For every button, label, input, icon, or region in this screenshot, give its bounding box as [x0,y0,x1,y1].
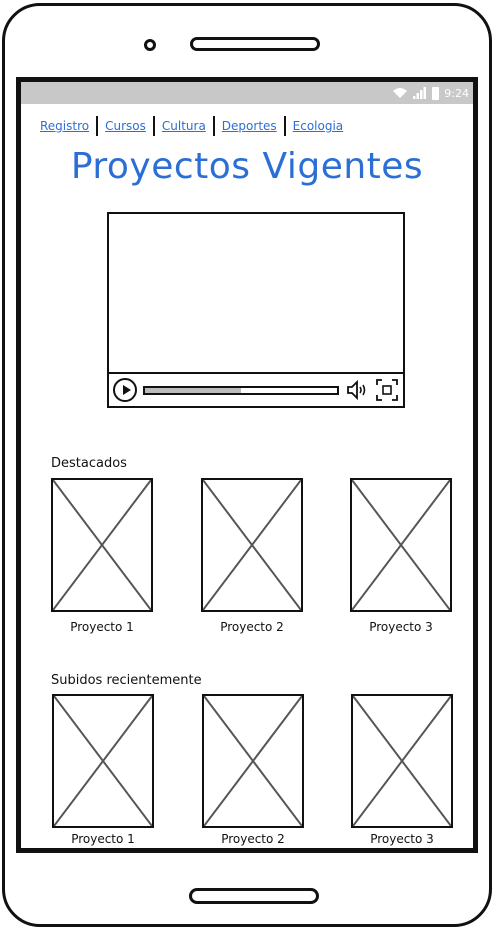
image-placeholder-icon [53,480,151,610]
video-player[interactable] [107,212,405,408]
fullscreen-icon[interactable] [375,378,399,402]
image-placeholder-icon [203,480,301,610]
nav-divider [212,116,215,136]
nav-link-cultura[interactable]: Cultura [161,119,206,133]
nav-divider [283,116,286,136]
project-caption: Proyecto 1 [71,832,135,846]
project-thumbnail[interactable] [202,694,304,828]
image-placeholder-icon [54,696,152,826]
project-thumbnail[interactable] [52,694,154,828]
project-caption: Proyecto 2 [220,620,284,634]
project-caption: Proyecto 2 [221,832,285,846]
video-controls [109,372,403,406]
project-thumbnail[interactable] [351,694,453,828]
image-placeholder-icon [352,480,450,610]
status-bar: 9:24 [21,82,473,104]
home-button[interactable] [189,888,319,904]
nav-link-registro[interactable]: Registro [40,119,90,133]
project-thumbnail[interactable] [350,478,452,612]
project-thumbnail[interactable] [51,478,153,612]
volume-icon[interactable] [345,378,369,402]
camera-icon [144,39,156,51]
project-caption: Proyecto 3 [369,620,433,634]
battery-icon [432,86,440,100]
project-thumbnail[interactable] [201,478,303,612]
speaker-icon [190,37,320,51]
section-label-destacados: Destacados [51,456,127,471]
project-caption: Proyecto 3 [370,832,434,846]
status-time: 9:24 [444,86,469,100]
nav-divider [96,116,99,136]
video-progress-fill [145,387,241,393]
project-caption: Proyecto 1 [70,620,134,634]
top-nav: Registro Cursos Cultura Deportes Ecologi… [40,116,347,136]
play-icon[interactable] [113,378,137,402]
nav-link-deportes[interactable]: Deportes [221,119,277,133]
nav-link-cursos[interactable]: Cursos [105,119,146,133]
screen: 9:24 Registro Cursos Cultura Deportes Ec… [16,77,478,853]
wifi-icon [393,88,408,98]
nav-divider [152,116,155,136]
image-placeholder-icon [353,696,451,826]
page-title: Proyectos Vigentes [70,146,424,187]
section-label-subidos: Subidos recientemente [51,673,202,688]
image-placeholder-icon [204,696,302,826]
signal-icon [413,87,427,99]
video-progress-bar[interactable] [143,385,339,395]
nav-link-ecologia[interactable]: Ecologia [292,119,344,133]
